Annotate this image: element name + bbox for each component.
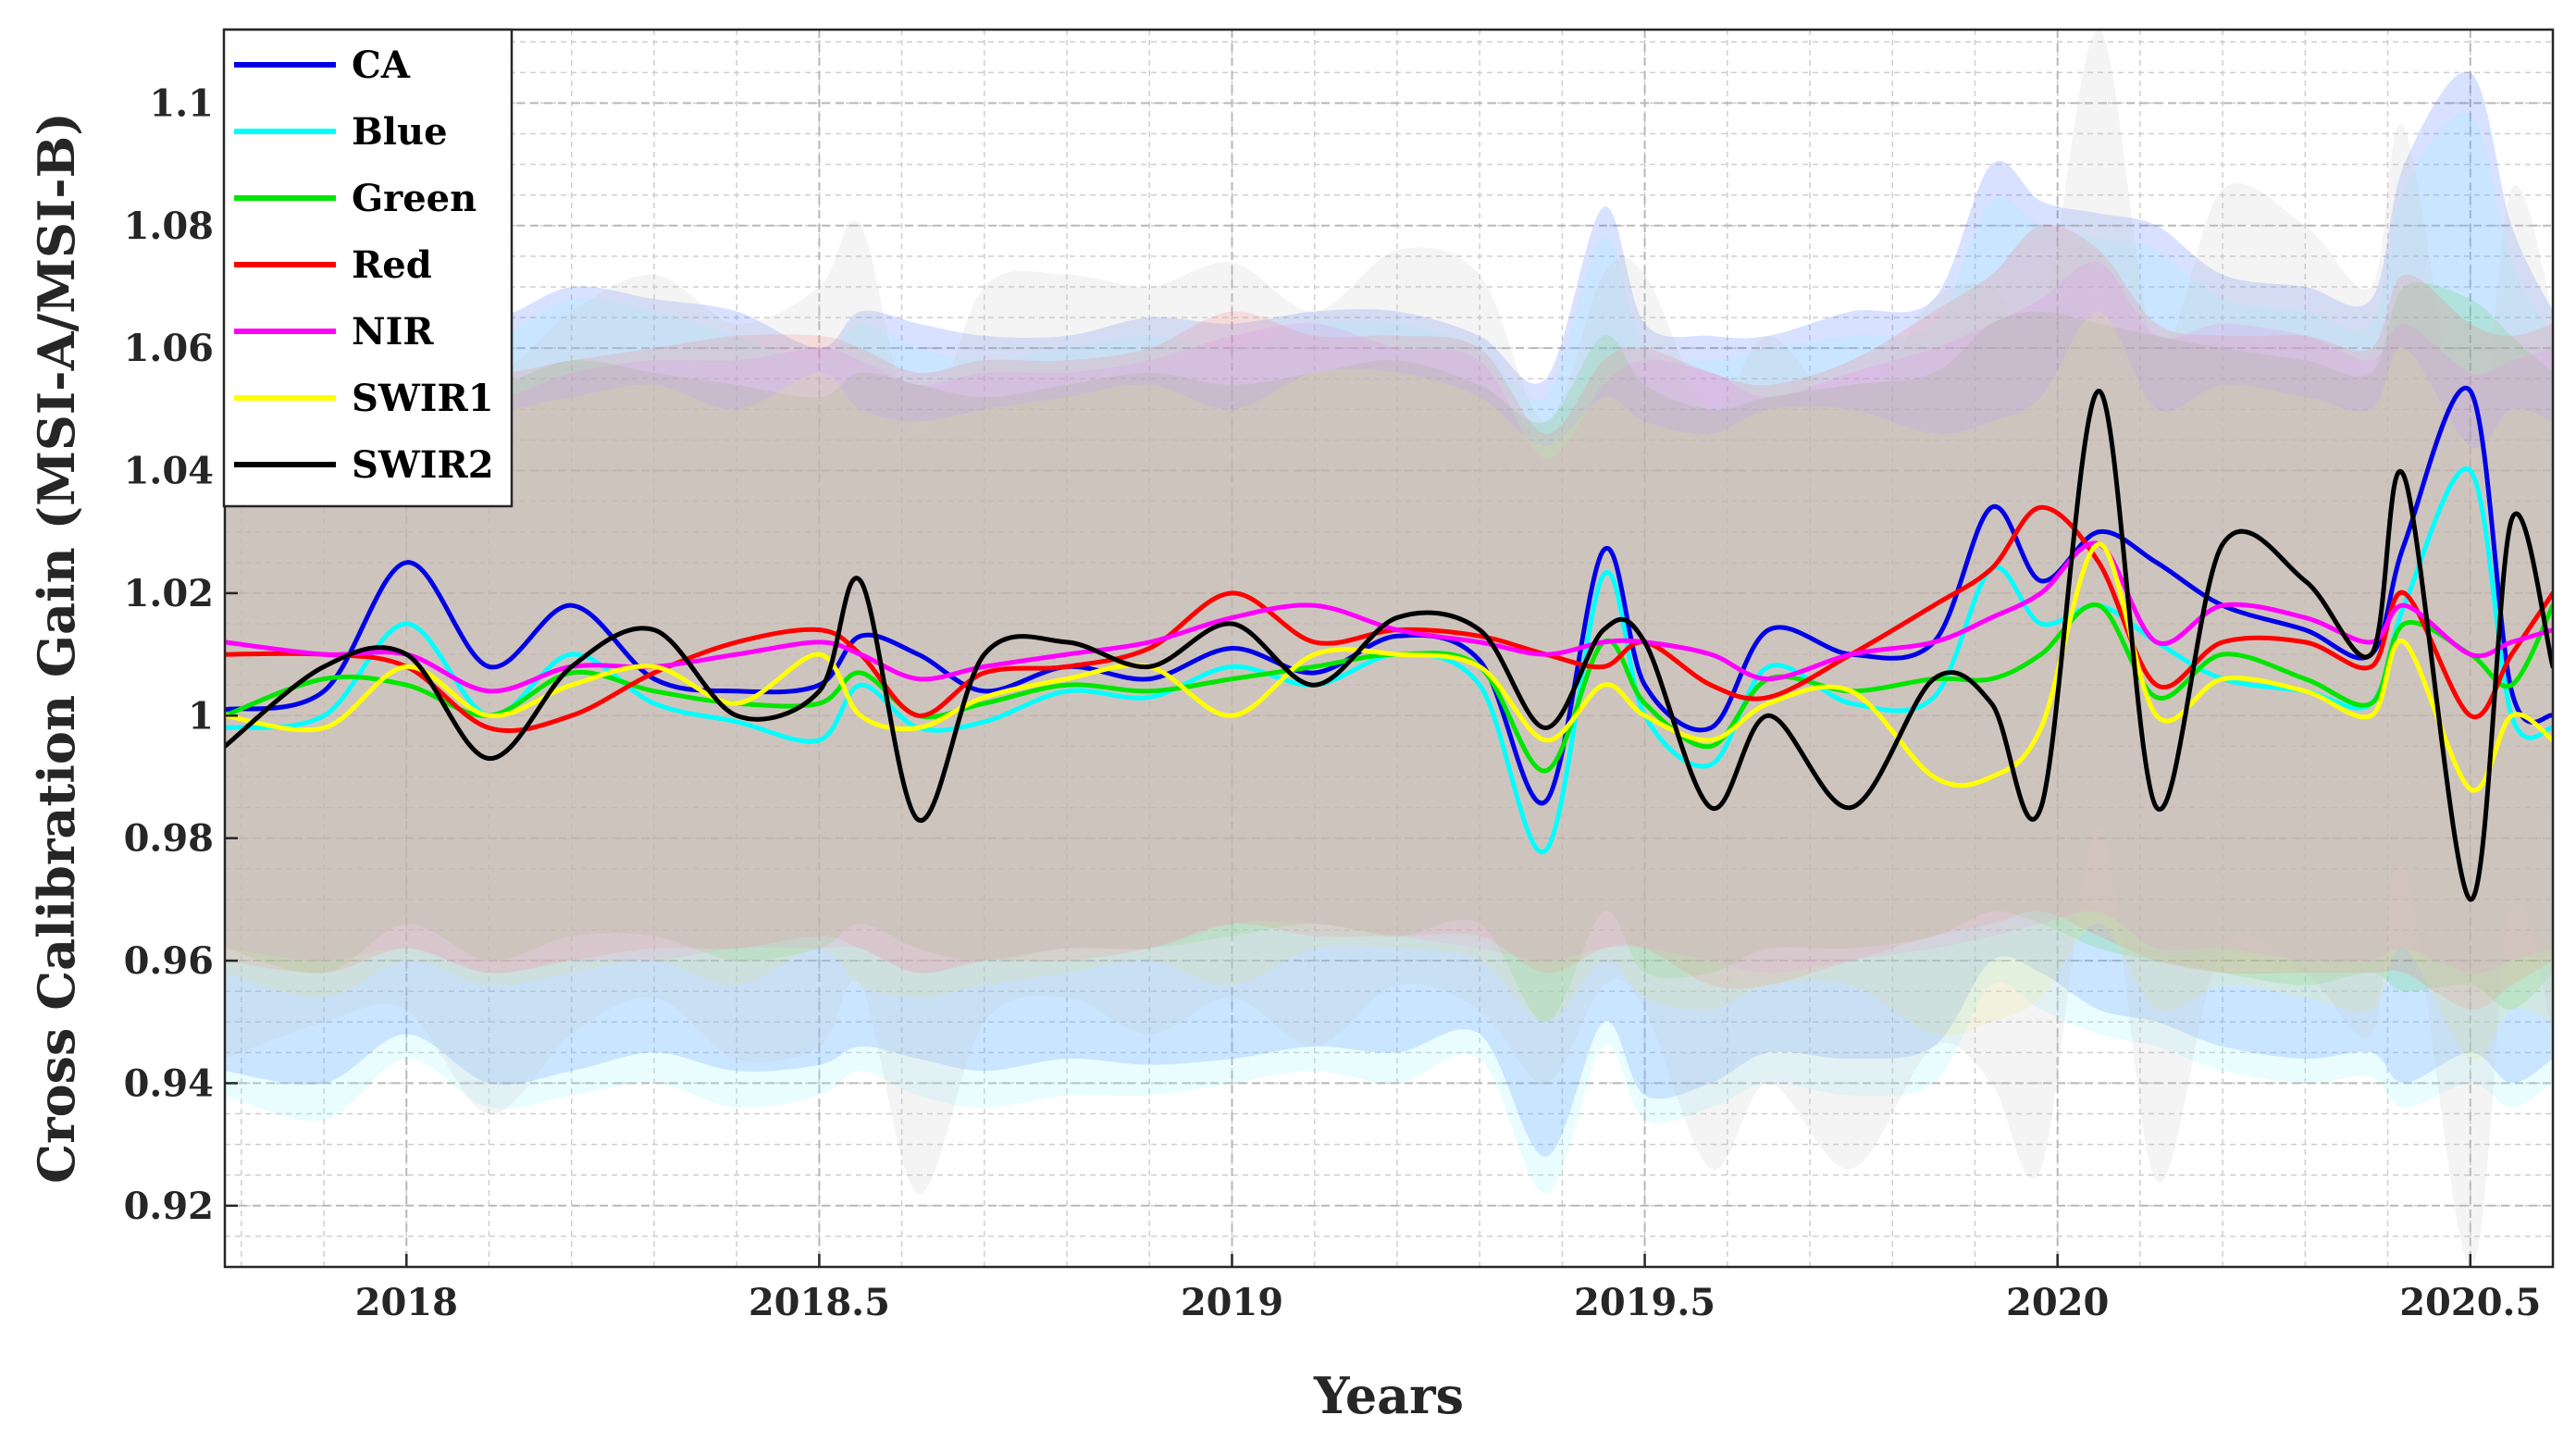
- legend-label-green: Green: [352, 177, 477, 220]
- band-swir1: [225, 311, 2553, 1061]
- x-axis-ticks: 2018 2018.5 2019 2019.5 2020 2020.5: [355, 1254, 2541, 1324]
- x-tick-label: 2019: [1181, 1281, 1283, 1324]
- legend-label-ca: CA: [352, 43, 411, 87]
- x-tick-label: 2018: [355, 1281, 458, 1324]
- y-tick-label: 1: [188, 694, 214, 738]
- x-axis-title: Years: [1313, 1366, 1464, 1425]
- plot-frame: [223, 28, 2555, 1269]
- legend-label-red: Red: [352, 243, 432, 287]
- legend-box: [222, 28, 514, 508]
- y-tick-label: 0.98: [124, 817, 214, 861]
- uncertainty-bands: [225, 30, 2553, 1267]
- series-line-nir: [225, 540, 2553, 694]
- y-tick-label: 0.96: [124, 939, 214, 983]
- series-line-green: [225, 602, 2553, 774]
- band-ca: [225, 71, 2553, 1157]
- band-nir: [225, 261, 2553, 974]
- legend-label-blue: Blue: [352, 110, 448, 154]
- y-tick-label: 1.06: [124, 327, 214, 370]
- y-tick-label: 1.08: [124, 205, 214, 248]
- series-line-swir2: [225, 389, 2553, 902]
- legend-label-swir2: SWIR2: [352, 443, 494, 487]
- y-axis-title: Cross Calibration Gain (MSI-A/MSI-B): [27, 112, 86, 1184]
- plot-area: [225, 30, 2553, 1267]
- series-lines: [225, 385, 2553, 902]
- band-red: [225, 224, 2553, 1011]
- legend-label-swir1: SWIR1: [352, 377, 494, 420]
- y-tick-label: 1.04: [124, 450, 214, 493]
- series-line-swir1: [225, 541, 2553, 793]
- x-tick-label: 2019.5: [1574, 1281, 1715, 1324]
- series-line-ca: [225, 385, 2553, 806]
- x-tick-label: 2018.5: [749, 1281, 890, 1324]
- y-tick-label: 0.92: [124, 1185, 214, 1228]
- y-tick-label: 1.02: [124, 572, 214, 615]
- legend-label-nir: NIR: [352, 310, 434, 354]
- band-swir2: [225, 30, 2553, 1267]
- y-tick-label: 0.94: [124, 1061, 214, 1105]
- y-axis-ticks: 0.92 0.94 0.96 0.98 1 1.02 1.04 1.06 1.08 1.1: [124, 81, 238, 1228]
- x-tick-label: 2020.5: [2399, 1281, 2541, 1324]
- y-tick-label: 1.1: [149, 81, 214, 125]
- legend: CA Blue Green Red NIR SWIR1 SWIR2: [222, 28, 514, 508]
- x-tick-label: 2020: [2006, 1281, 2109, 1324]
